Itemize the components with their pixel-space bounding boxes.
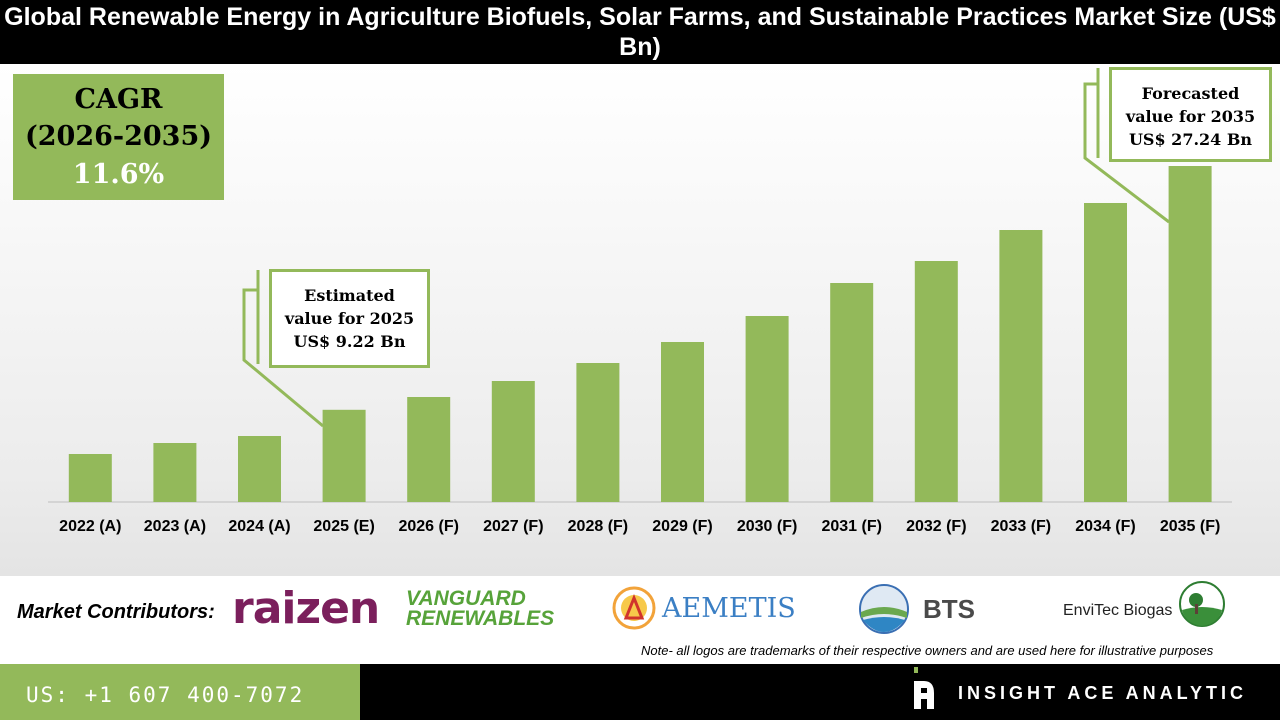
x-tick-label-5: 2027 (F) [483,518,543,535]
bts-logo-text: BTS [923,593,975,624]
bars-group [68,166,1212,502]
trademark-note: Note- all logos are trademarks of their … [641,643,1214,658]
cagr-box: CAGR (2026-2035) 11.6% [13,74,224,200]
raizen-logo: raizen [232,583,380,634]
bar-9 [830,283,874,502]
envitec-tree-icon [1179,581,1226,627]
bar-7 [661,342,704,502]
bar-0 [68,454,112,502]
raizen-logo-text: raizen [232,583,380,634]
cagr-period: (2026-2035) [24,121,213,152]
brand-logo-icon [914,667,934,709]
cagr-value: 11.6% [72,159,165,190]
callout-2035-line1: Forecasted [1141,84,1240,103]
callout-2025: Estimated value for 2025 US$ 9.22 Bn [269,269,430,368]
footer-contact [0,664,360,720]
bar-5 [491,381,535,502]
aemetis-logo: AEMETIS [612,586,796,630]
bar-11 [999,230,1043,502]
x-tick-label-13: 2035 (F) [1160,518,1220,535]
callout-2035-line3: US$ 27.24 Bn [1128,130,1253,149]
x-tick-label-3: 2025 (E) [313,518,374,535]
contributors-strip [0,578,1280,664]
x-tick-label-12: 2034 (F) [1075,518,1135,535]
contributors-label: Market Contributors: [17,601,215,623]
brand-name: INSIGHT ACE ANALYTIC [958,683,1248,703]
bar-13 [1168,166,1212,502]
callout-2025-line3: US$ 9.22 Bn [293,332,406,351]
bar-3 [322,409,366,502]
x-tick-label-11: 2033 (F) [991,518,1051,535]
cagr-label: CAGR [74,84,163,115]
callout-2025-line1: Estimated [304,286,395,305]
title-bar: Global Renewable Energy in Agriculture B… [0,0,1280,64]
bar-10 [914,261,958,502]
callout-2035-leader [1083,82,1170,224]
envitec-logo-text: EnviTec Biogas [1063,602,1173,619]
footer-brand [360,664,1280,720]
x-tick-label-10: 2032 (F) [906,518,966,535]
aemetis-logo-text: AEMETIS [662,592,796,624]
bar-2 [238,436,281,502]
x-tick-label-7: 2029 (F) [652,518,712,535]
x-tick-label-0: 2022 (A) [59,518,121,535]
x-tick-labels: 2022 (A) 2023 (A) 2024 (A) 2025 (E) 2026 (F)… [59,518,1220,535]
vanguard-logo: VANGUARD RENEWABLES [406,587,555,630]
phone-number[interactable]: US: +1 607 400-7072 [26,683,305,707]
aemetis-sun-icon [612,586,656,630]
x-tick-label-4: 2026 (F) [398,518,458,535]
callout-2025-leader [242,288,324,428]
bar-12 [1084,203,1127,502]
x-tick-label-9: 2031 (F) [821,518,881,535]
x-tick-label-1: 2023 (A) [144,518,206,535]
vanguard-logo-line2: RENEWABLES [406,607,555,630]
vanguard-logo-line1: VANGUARD [406,587,526,610]
bar-chart: 2022 (A) 2023 (A) 2024 (A) 2025 (E) 2026 (F)… [48,68,1232,535]
bar-6 [576,363,620,502]
x-tick-label-2: 2024 (A) [228,518,290,535]
envitec-logo: EnviTec Biogas [1063,580,1226,628]
bar-8 [745,316,789,502]
chart-title: Global Renewable Energy in Agriculture B… [4,3,1276,61]
bar-1 [153,443,197,502]
callout-2035: Forecasted value for 2035 US$ 27.24 Bn [1109,67,1272,162]
bts-globe-icon [859,584,909,634]
callout-2025-line2: value for 2025 [284,309,415,328]
callout-2035-line2: value for 2035 [1125,107,1256,126]
x-tick-label-8: 2030 (F) [737,518,797,535]
x-tick-label-6: 2028 (F) [568,518,628,535]
bar-4 [407,397,451,502]
bts-logo: BTS [855,584,975,634]
